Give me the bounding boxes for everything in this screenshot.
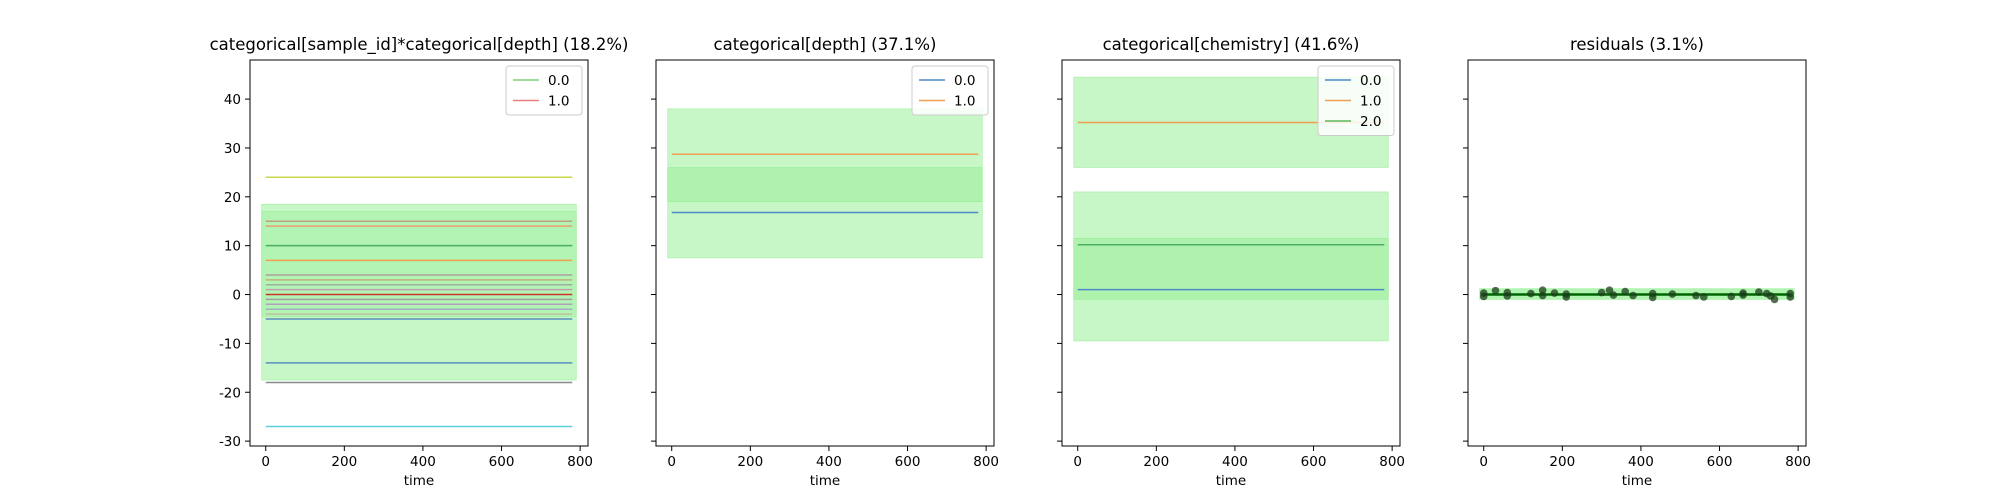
legend-label: 0.0: [954, 73, 975, 89]
subplot-2: categorical[depth] (37.1%) 0 200 400 600 800 t…: [651, 35, 999, 489]
legend-label: 0.0: [548, 73, 569, 89]
x-tick-label: 200: [737, 454, 763, 470]
axes-frame: [249, 59, 589, 447]
x-tick-label: 400: [816, 454, 842, 470]
y-tick-label: 10: [224, 239, 241, 255]
residual-point: [1739, 291, 1747, 299]
x-axis-label: time: [1216, 473, 1247, 489]
subplot-title: categorical[depth] (37.1%): [714, 35, 937, 54]
subplot-4: residuals (3.1%) 0 200 400 600 800 time: [1463, 35, 1811, 489]
x-tick-label: 400: [410, 454, 436, 470]
residual-point: [1629, 291, 1637, 300]
residual-point: [1770, 295, 1779, 304]
confidence-band: [667, 167, 983, 202]
x-tick-label: 800: [1379, 454, 1405, 470]
legend-label: 1.0: [548, 94, 569, 110]
residual-point: [1727, 292, 1736, 301]
confidence-band: [261, 203, 577, 381]
legend-box: [1317, 65, 1395, 136]
confidence-band: [667, 108, 983, 259]
y-tick-label: -10: [219, 336, 241, 352]
x-tick-label: 0: [667, 454, 676, 470]
x-axis-label: time: [810, 473, 841, 489]
residual-point: [1755, 288, 1763, 296]
subplot-title: residuals (3.1%): [1570, 35, 1704, 54]
x-tick-label: 600: [895, 454, 921, 470]
residual-point: [1648, 293, 1657, 302]
subplot-title: categorical[sample_id]*categorical[depth…: [210, 35, 629, 55]
residual-point: [1503, 292, 1512, 300]
x-tick-label: 800: [1785, 454, 1811, 470]
axes-frame: [1061, 59, 1401, 447]
x-tick-label: 200: [331, 454, 357, 470]
residual-point: [1527, 289, 1535, 298]
x-tick-label: 400: [1222, 454, 1248, 470]
x-tick-label: 0: [1479, 454, 1488, 470]
axes-frame: [1467, 59, 1807, 447]
residual-point: [1550, 289, 1559, 297]
residual-point: [1597, 288, 1606, 297]
y-tick-label: 20: [224, 190, 241, 206]
legend-label: 1.0: [1360, 94, 1381, 110]
residual-point: [1621, 287, 1630, 296]
legend-box: [505, 65, 583, 116]
residual-point: [1692, 291, 1700, 300]
y-tick-label: 30: [224, 141, 241, 157]
x-tick-label: 200: [1549, 454, 1575, 470]
residual-point: [1491, 286, 1500, 295]
legend: 0.0 1.0 2.0: [1317, 65, 1395, 136]
legend: 0.01.0: [911, 65, 989, 116]
x-tick-label: 800: [567, 454, 593, 470]
x-tick-label: 800: [973, 454, 999, 470]
residual-point: [1609, 291, 1618, 299]
residual-point: [1668, 290, 1677, 298]
subplot-1: categorical[sample_id]*categorical[depth…: [210, 35, 629, 489]
x-tick-label: 0: [261, 454, 270, 470]
legend-label: 0.0: [1360, 73, 1381, 89]
y-tick-label: 0: [232, 288, 241, 304]
residual-point: [1538, 286, 1547, 294]
axes-frame: [655, 59, 995, 447]
subplot-3: categorical[chemistry] (41.6%) 0 200 400 600…: [1057, 35, 1405, 489]
legend: 0.01.0: [505, 65, 583, 116]
y-tick-label: -30: [219, 434, 241, 450]
y-tick-label: 40: [224, 92, 241, 108]
x-tick-label: 400: [1628, 454, 1654, 470]
legend-label: 2.0: [1360, 114, 1381, 130]
y-tick-label: -20: [219, 385, 241, 401]
x-tick-label: 600: [1301, 454, 1327, 470]
residual-point: [1562, 290, 1571, 298]
residual-point: [1538, 291, 1547, 300]
confidence-band: [261, 211, 577, 317]
legend-label: 1.0: [954, 94, 975, 110]
x-axis-label: time: [404, 473, 435, 489]
subplot-title: categorical[chemistry] (41.6%): [1103, 35, 1360, 54]
legend-box: [911, 65, 989, 116]
residual-point: [1479, 292, 1488, 301]
x-tick-label: 600: [489, 454, 515, 470]
residual-point: [1786, 293, 1795, 301]
residual-point: [1700, 293, 1708, 301]
x-axis-label: time: [1622, 473, 1653, 489]
x-tick-label: 200: [1143, 454, 1169, 470]
confidence-band: [1073, 191, 1389, 342]
x-tick-label: 0: [1073, 454, 1082, 470]
x-tick-label: 600: [1707, 454, 1733, 470]
